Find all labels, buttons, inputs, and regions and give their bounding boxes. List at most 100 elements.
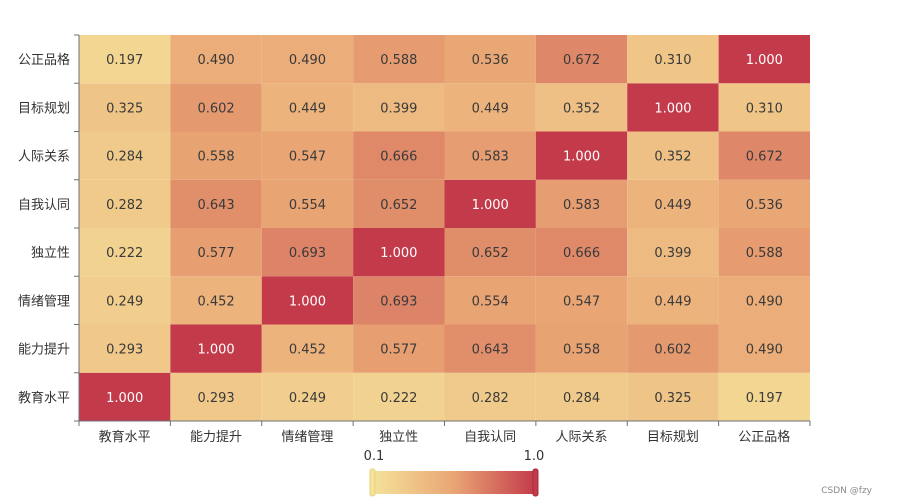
heatmap-cell[interactable]	[535, 372, 628, 421]
heatmap-cell[interactable]	[627, 228, 719, 277]
heatmap-cell-value: 0.693	[289, 246, 326, 261]
heatmap-cell[interactable]	[444, 179, 536, 228]
heatmap-cell[interactable]	[79, 131, 171, 180]
heatmap-cell[interactable]	[79, 372, 171, 421]
heatmap-cell[interactable]	[79, 276, 171, 325]
heatmap-cell[interactable]	[535, 83, 628, 132]
heatmap-cell-value: 1.000	[472, 198, 509, 213]
heatmap-cell[interactable]	[353, 228, 445, 277]
heatmap-cell[interactable]	[444, 131, 536, 180]
visual-map-min-label: 0.1	[364, 449, 385, 464]
heatmap-cell-value: 0.222	[380, 391, 417, 406]
heatmap-cell[interactable]	[535, 179, 628, 228]
heatmap-cell[interactable]	[261, 179, 354, 228]
heatmap-cell-value: 0.666	[563, 246, 600, 261]
heatmap-cell-value: 0.672	[746, 150, 783, 165]
heatmap-cell[interactable]	[79, 83, 171, 132]
heatmap-cell-value: 0.536	[472, 53, 509, 68]
heatmap-cell[interactable]	[170, 228, 262, 277]
heatmap-cell[interactable]	[261, 131, 354, 180]
heatmap-cell-value: 0.284	[563, 391, 600, 406]
heatmap-cell[interactable]	[353, 35, 445, 84]
heatmap-cell-value: 0.282	[472, 391, 509, 406]
heatmap-cell[interactable]	[444, 276, 536, 325]
heatmap-cell-value: 0.554	[472, 294, 509, 309]
heatmap-cell-value: 0.558	[197, 150, 234, 165]
heatmap-cell[interactable]	[535, 35, 628, 84]
heatmap-cell[interactable]	[170, 372, 262, 421]
heatmap-cells	[79, 35, 810, 421]
heatmap-cell[interactable]	[353, 372, 445, 421]
heatmap-cell[interactable]	[353, 131, 445, 180]
heatmap-cell[interactable]	[261, 35, 354, 84]
heatmap-cell-value: 0.652	[380, 198, 417, 213]
heatmap-cell[interactable]	[170, 276, 262, 325]
heatmap-cell[interactable]	[718, 179, 810, 228]
heatmap-cell[interactable]	[535, 276, 628, 325]
heatmap-cell[interactable]	[535, 131, 628, 180]
heatmap-cell[interactable]	[261, 324, 354, 373]
heatmap-cell[interactable]	[353, 179, 445, 228]
heatmap-cell-value: 0.452	[197, 294, 234, 309]
heatmap-cell-value: 0.399	[380, 101, 417, 116]
heatmap-cell-value: 1.000	[289, 294, 326, 309]
heatmap-cell[interactable]	[170, 324, 262, 373]
heatmap-cell[interactable]	[79, 179, 171, 228]
visual-map-gradient-bar[interactable]	[372, 471, 536, 494]
visual-map-legend[interactable]: 0.1 1.0	[364, 449, 545, 497]
heatmap-cell[interactable]	[627, 83, 719, 132]
heatmap-cell-value: 0.325	[654, 391, 691, 406]
heatmap-cell[interactable]	[353, 83, 445, 132]
heatmap-cell-value: 0.399	[654, 246, 691, 261]
heatmap-cell[interactable]	[170, 131, 262, 180]
heatmap-cell[interactable]	[170, 179, 262, 228]
heatmap-cell[interactable]	[79, 324, 171, 373]
heatmap-cell[interactable]	[261, 228, 354, 277]
heatmap-cell[interactable]	[79, 228, 171, 277]
heatmap-cell-value: 0.577	[380, 343, 417, 358]
heatmap-cell[interactable]	[444, 228, 536, 277]
heatmap-cell[interactable]	[444, 83, 536, 132]
visual-map-min-handle[interactable]	[369, 468, 376, 497]
heatmap-cell[interactable]	[718, 35, 810, 84]
heatmap-cell-value: 0.222	[106, 246, 143, 261]
heatmap-cell[interactable]	[627, 131, 719, 180]
x-axis-tick-label: 自我认同	[464, 430, 516, 445]
heatmap-cell[interactable]	[79, 35, 171, 84]
heatmap-cell[interactable]	[444, 372, 536, 421]
y-axis-tick-label: 教育水平	[18, 390, 70, 406]
watermark-text: CSDN @fzy	[821, 486, 872, 496]
visual-map-max-label: 1.0	[524, 449, 545, 464]
heatmap-cell[interactable]	[718, 372, 810, 421]
heatmap-cell-value: 0.577	[197, 246, 234, 261]
y-axis-tick-label: 人际关系	[18, 150, 70, 165]
heatmap-cell[interactable]	[261, 276, 354, 325]
heatmap-cell[interactable]	[261, 83, 354, 132]
heatmap-cell[interactable]	[627, 35, 719, 84]
heatmap-cell-value: 0.310	[654, 53, 691, 68]
heatmap-cell[interactable]	[170, 83, 262, 132]
heatmap-cell[interactable]	[718, 276, 810, 325]
heatmap-cell[interactable]	[627, 372, 719, 421]
heatmap-cell[interactable]	[261, 372, 354, 421]
heatmap-cell[interactable]	[444, 324, 536, 373]
heatmap-cell[interactable]	[718, 83, 810, 132]
heatmap-cell[interactable]	[718, 131, 810, 180]
heatmap-cell[interactable]	[627, 179, 719, 228]
heatmap-cell[interactable]	[535, 324, 628, 373]
heatmap-cell-value: 0.197	[746, 391, 783, 406]
heatmap-cell[interactable]	[535, 228, 628, 277]
x-axis-tick-label: 能力提升	[190, 429, 242, 445]
heatmap-cell[interactable]	[353, 276, 445, 325]
visual-map-max-handle[interactable]	[532, 468, 539, 497]
x-axis-tick-label: 情绪管理	[281, 430, 333, 445]
heatmap-cell[interactable]	[444, 35, 536, 84]
heatmap-cell[interactable]	[353, 324, 445, 373]
heatmap-cell[interactable]	[718, 324, 810, 373]
y-axis-tick-label: 目标规划	[18, 101, 70, 116]
heatmap-cell-value: 0.583	[472, 150, 509, 165]
heatmap-cell[interactable]	[627, 324, 719, 373]
heatmap-cell[interactable]	[627, 276, 719, 325]
heatmap-cell[interactable]	[170, 35, 262, 84]
heatmap-cell[interactable]	[718, 228, 810, 277]
